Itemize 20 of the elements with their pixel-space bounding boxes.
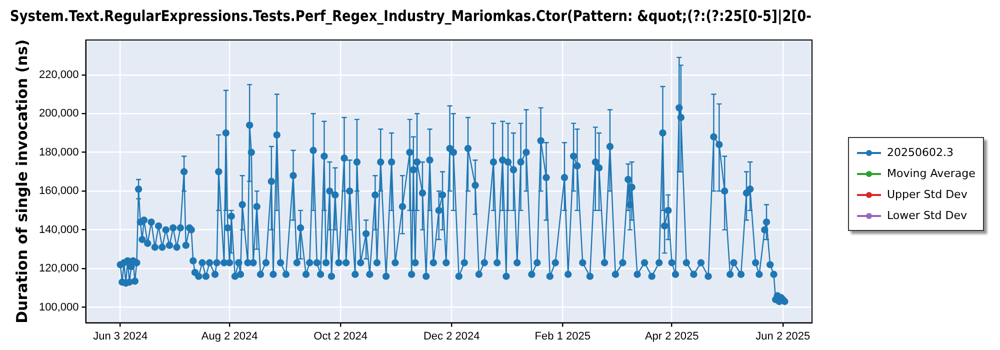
- y-tick-label: 180,000: [38, 146, 79, 158]
- y-tick-label: 100,000: [38, 301, 79, 314]
- x-tick-label: Jun 2 2025: [756, 330, 810, 342]
- y-tick-label: 200,000: [38, 108, 79, 120]
- x-tick-label: Aug 2 2024: [201, 330, 258, 342]
- legend-label: Upper Std Dev: [887, 188, 968, 201]
- legend-label: Lower Std Dev: [887, 209, 967, 222]
- y-tick-label: 120,000: [38, 262, 79, 275]
- x-tick-label: Apr 2 2025: [644, 330, 699, 342]
- x-tick-label: Oct 2 2024: [314, 330, 368, 342]
- y-tick-label: 220,000: [38, 68, 79, 81]
- chart-title: System.Text.RegularExpressions.Tests.Perf_Regex_Industry_Mariomkas.Ctor(Pattern: &quot;(?:(?:25[0-5]|2[0-: [10, 8, 812, 26]
- y-tick-label: 160,000: [38, 185, 79, 198]
- legend-label: 20250602.3: [887, 146, 954, 159]
- y-tick-label: 140,000: [38, 224, 79, 236]
- x-tick-label: Jun 3 2024: [93, 330, 148, 342]
- y-axis-title: Duration of single invocation (ns): [12, 39, 31, 324]
- x-tick-label: Dec 2 2024: [423, 330, 480, 342]
- legend-label: Moving Average: [887, 167, 976, 180]
- x-tick-label: Feb 1 2025: [534, 330, 590, 342]
